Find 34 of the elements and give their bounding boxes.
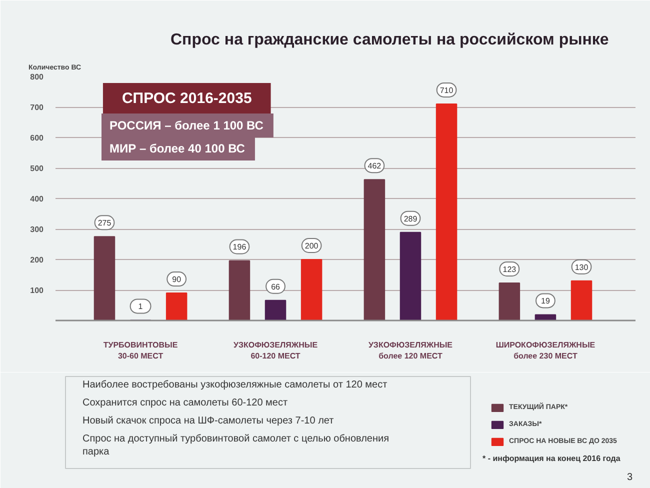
y-tick-label: 500 [30,164,44,173]
data-label: 123 [502,264,517,274]
y-tick-label: 100 [30,286,44,295]
text: 3 [626,472,633,483]
text: * - информация на конец 2016 года [482,454,621,463]
y-tick-label: 300 [30,225,44,234]
data-label: 196 [232,242,247,252]
y-tick-label: 400 [30,194,44,204]
text: Новый скачок спроса на ШФ-самолеты через 7-10 лет [82,416,334,426]
annotation: МИР – более 40 100 ВС [110,142,246,156]
data-label: 289 [404,214,418,224]
annotation: РОССИЯ – более 1 100 ВС [110,118,264,132]
data-label: 66 [271,282,281,292]
data-label: 130 [574,262,589,272]
y-tick-label: 200 [30,256,44,264]
x-tick-label: УЗКОФЮЗЕЛЯЖНЫЕ более 120 МЕСТ [368,340,454,360]
y-tick-label: 800 [30,72,44,82]
data-label: 275 [98,218,112,228]
text: Сохранится спрос на самолеты 60-120 мест [82,398,288,408]
chart-title: Спрос на гражданские самолеты на российском рынке [170,32,609,48]
data-label: 1 [138,302,144,312]
x-tick-label: ШИРОКОФЮЗЕЛЯЖНЫЕ более 230 МЕСТ [496,340,596,360]
annotation: СПРОС 2016-2035 [122,90,252,107]
data-label: 90 [172,275,182,284]
x-tick-label: УЗКОФЮЗЕЛЯЖНЫЕ 60-120 МЕСТ [233,340,318,360]
text: Спрос на доступный турбовинтовой самолет с целью обновления парка [82,434,390,458]
y-tick-label: 700 [30,103,44,112]
data-label: 19 [541,296,550,306]
y-tick-label: 600 [30,134,44,142]
text: Наиболее востребованы узкофюзеляжные самолеты от 120 мест [82,380,388,390]
data-label: 200 [304,242,319,250]
x-tick-label: ТУРБОВИНТОВЫЕ 30-60 МЕСТ [103,340,178,360]
data-label: 710 [440,86,454,95]
data-label: 462 [368,162,382,171]
